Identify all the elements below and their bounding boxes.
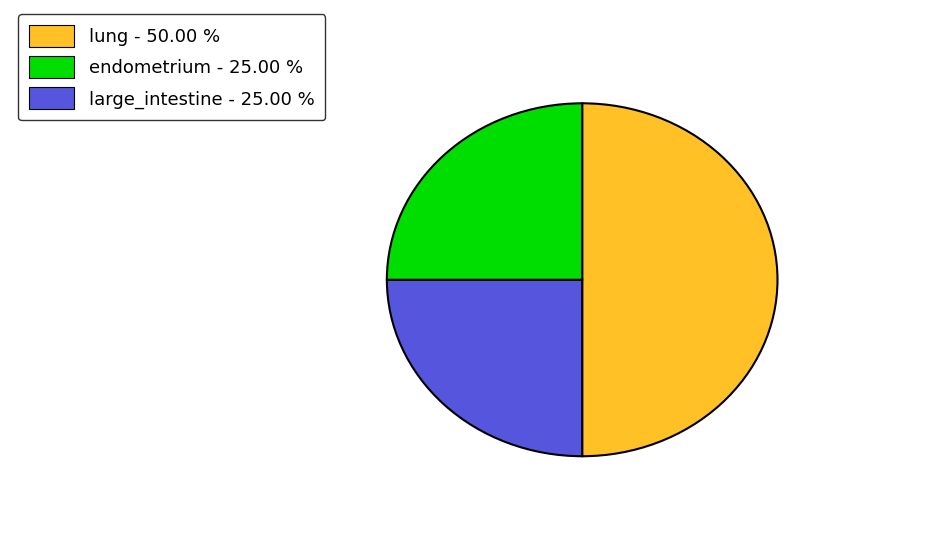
Wedge shape (582, 103, 777, 456)
Wedge shape (387, 103, 582, 280)
Wedge shape (387, 280, 582, 456)
Legend: lung - 50.00 %, endometrium - 25.00 %, large_intestine - 25.00 %: lung - 50.00 %, endometrium - 25.00 %, l… (19, 15, 326, 120)
